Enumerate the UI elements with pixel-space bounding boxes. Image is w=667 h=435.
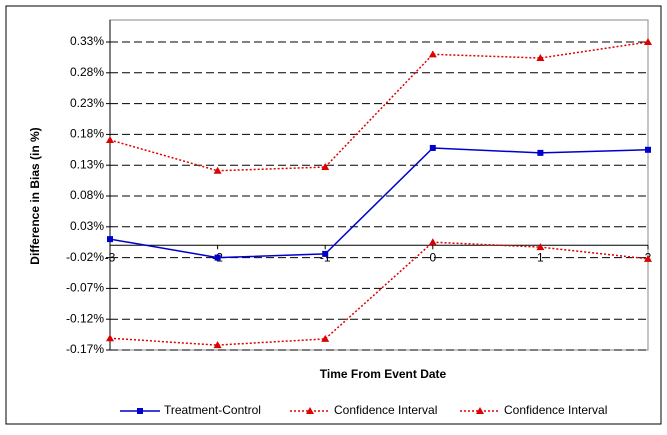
y-tick-label: 0.23% xyxy=(70,96,104,110)
legend-label: Confidence Interval xyxy=(334,403,437,417)
data-point xyxy=(644,38,652,45)
y-tick-label: -0.07% xyxy=(66,281,104,295)
y-tick-label: 0.13% xyxy=(70,157,104,171)
series-line xyxy=(109,147,649,259)
data-point xyxy=(536,54,545,62)
y-tick-label: -0.17% xyxy=(66,342,104,356)
data-point xyxy=(537,149,544,156)
data-point xyxy=(645,146,651,153)
y-tick-label: 0.28% xyxy=(70,65,104,79)
plot-area xyxy=(109,19,649,351)
x-tick-label: 1 xyxy=(537,250,544,264)
data-point xyxy=(322,250,329,257)
legend-marker xyxy=(137,408,143,414)
legend-marker xyxy=(306,407,314,414)
x-tick-label: 0 xyxy=(429,250,436,264)
y-axis-label: Difference in Bias (in %) xyxy=(28,127,42,264)
legend-label: Treatment-Control xyxy=(164,403,261,417)
y-tick-label: 0.18% xyxy=(70,127,104,141)
data-point xyxy=(107,236,113,243)
data-point xyxy=(644,254,652,262)
y-tick-label: 0.33% xyxy=(70,34,104,48)
series-line xyxy=(109,241,649,346)
data-point xyxy=(428,238,437,246)
y-tick-label: -0.12% xyxy=(66,311,104,325)
x-tick-label: -1 xyxy=(320,250,331,264)
data-point xyxy=(321,334,330,342)
y-tick-label: 0.03% xyxy=(70,219,104,233)
data-point xyxy=(213,341,222,349)
data-point xyxy=(536,243,545,251)
x-axis-label: Time From Event Date xyxy=(320,367,447,381)
y-tick-label: -0.02% xyxy=(66,250,104,264)
legend-marker xyxy=(476,407,484,414)
data-point xyxy=(429,144,436,151)
data-point xyxy=(106,334,114,342)
data-point xyxy=(428,50,437,58)
data-point xyxy=(321,163,330,171)
legend-label: Confidence Interval xyxy=(504,403,607,417)
data-point xyxy=(106,135,114,143)
series-line xyxy=(109,41,649,172)
data-point xyxy=(213,166,222,174)
data-point xyxy=(214,254,221,261)
x-tick-label: -3 xyxy=(105,250,116,264)
y-tick-label: 0.08% xyxy=(70,188,104,202)
